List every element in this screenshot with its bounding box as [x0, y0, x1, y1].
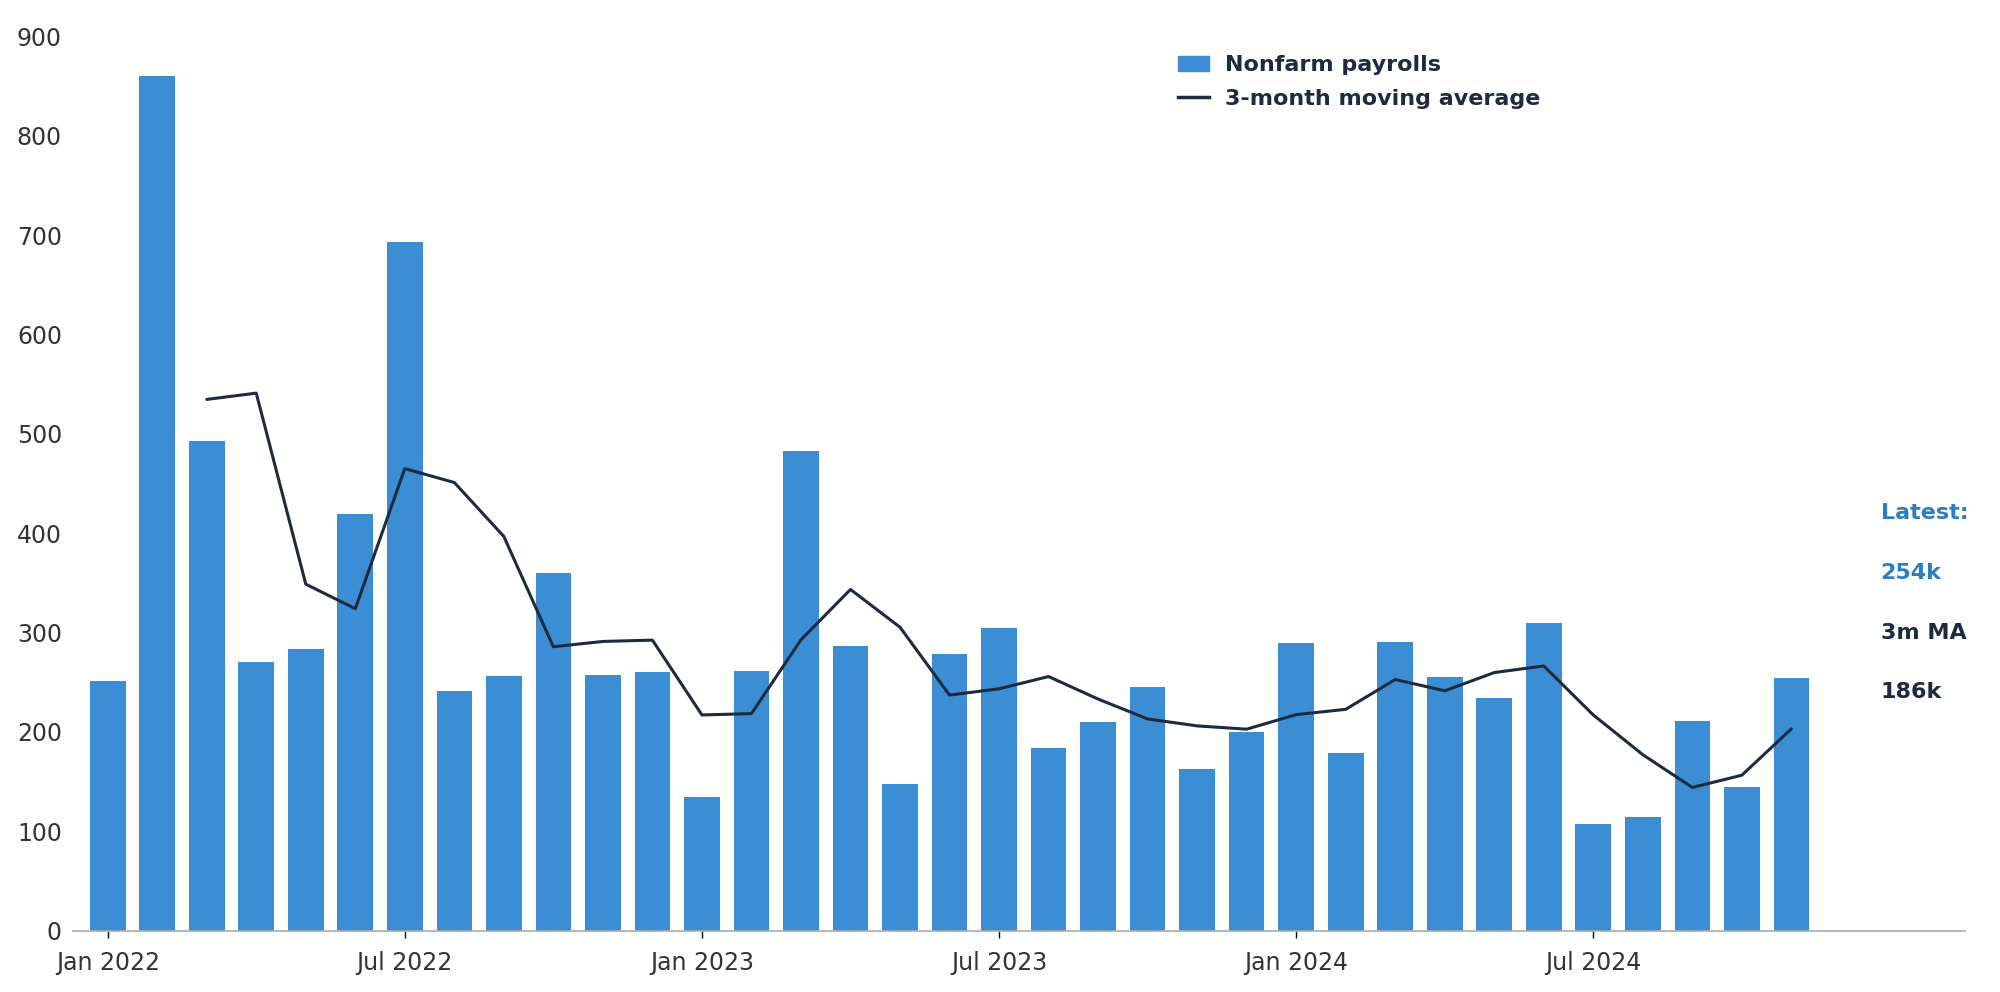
Bar — [1576, 824, 1612, 930]
Bar — [1278, 644, 1314, 930]
Bar — [1624, 817, 1660, 930]
Text: 254k: 254k — [1880, 562, 1942, 583]
Bar — [90, 682, 126, 930]
Bar — [238, 663, 274, 930]
Bar — [634, 673, 670, 930]
Bar — [784, 450, 818, 930]
Bar — [386, 242, 422, 930]
Bar — [1328, 753, 1364, 930]
Bar — [1180, 769, 1214, 930]
Bar — [982, 628, 1016, 930]
Bar — [586, 676, 620, 930]
Bar — [684, 798, 720, 930]
Bar — [1674, 721, 1710, 930]
Bar — [140, 76, 176, 930]
Bar — [288, 650, 324, 930]
Bar — [932, 655, 968, 930]
Text: Latest:: Latest: — [1880, 503, 1968, 524]
Bar — [882, 785, 918, 930]
Bar — [338, 514, 374, 930]
Bar — [486, 677, 522, 930]
Bar — [536, 573, 572, 930]
Text: 186k: 186k — [1880, 682, 1942, 702]
Bar — [1130, 687, 1166, 930]
Bar — [1030, 748, 1066, 930]
Bar — [188, 440, 224, 930]
Text: 3m MA: 3m MA — [1880, 623, 1966, 643]
Bar — [436, 691, 472, 930]
Bar — [1724, 788, 1760, 930]
Bar — [1080, 722, 1116, 930]
Bar — [1774, 679, 1810, 930]
Bar — [1378, 643, 1414, 930]
Bar — [1526, 623, 1562, 930]
Bar — [1426, 678, 1462, 930]
Bar — [1228, 732, 1264, 930]
Bar — [734, 672, 770, 930]
Bar — [1476, 698, 1512, 930]
Bar — [832, 647, 868, 930]
Legend: Nonfarm payrolls, 3-month moving average: Nonfarm payrolls, 3-month moving average — [1178, 56, 1540, 108]
